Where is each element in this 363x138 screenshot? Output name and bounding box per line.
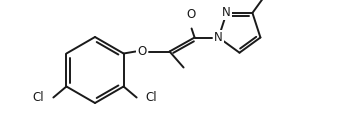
Text: O: O xyxy=(186,7,195,21)
Text: Cl: Cl xyxy=(146,91,157,104)
Text: N: N xyxy=(222,6,231,19)
Text: N: N xyxy=(214,31,223,44)
Text: O: O xyxy=(137,45,146,58)
Text: Cl: Cl xyxy=(33,91,44,104)
